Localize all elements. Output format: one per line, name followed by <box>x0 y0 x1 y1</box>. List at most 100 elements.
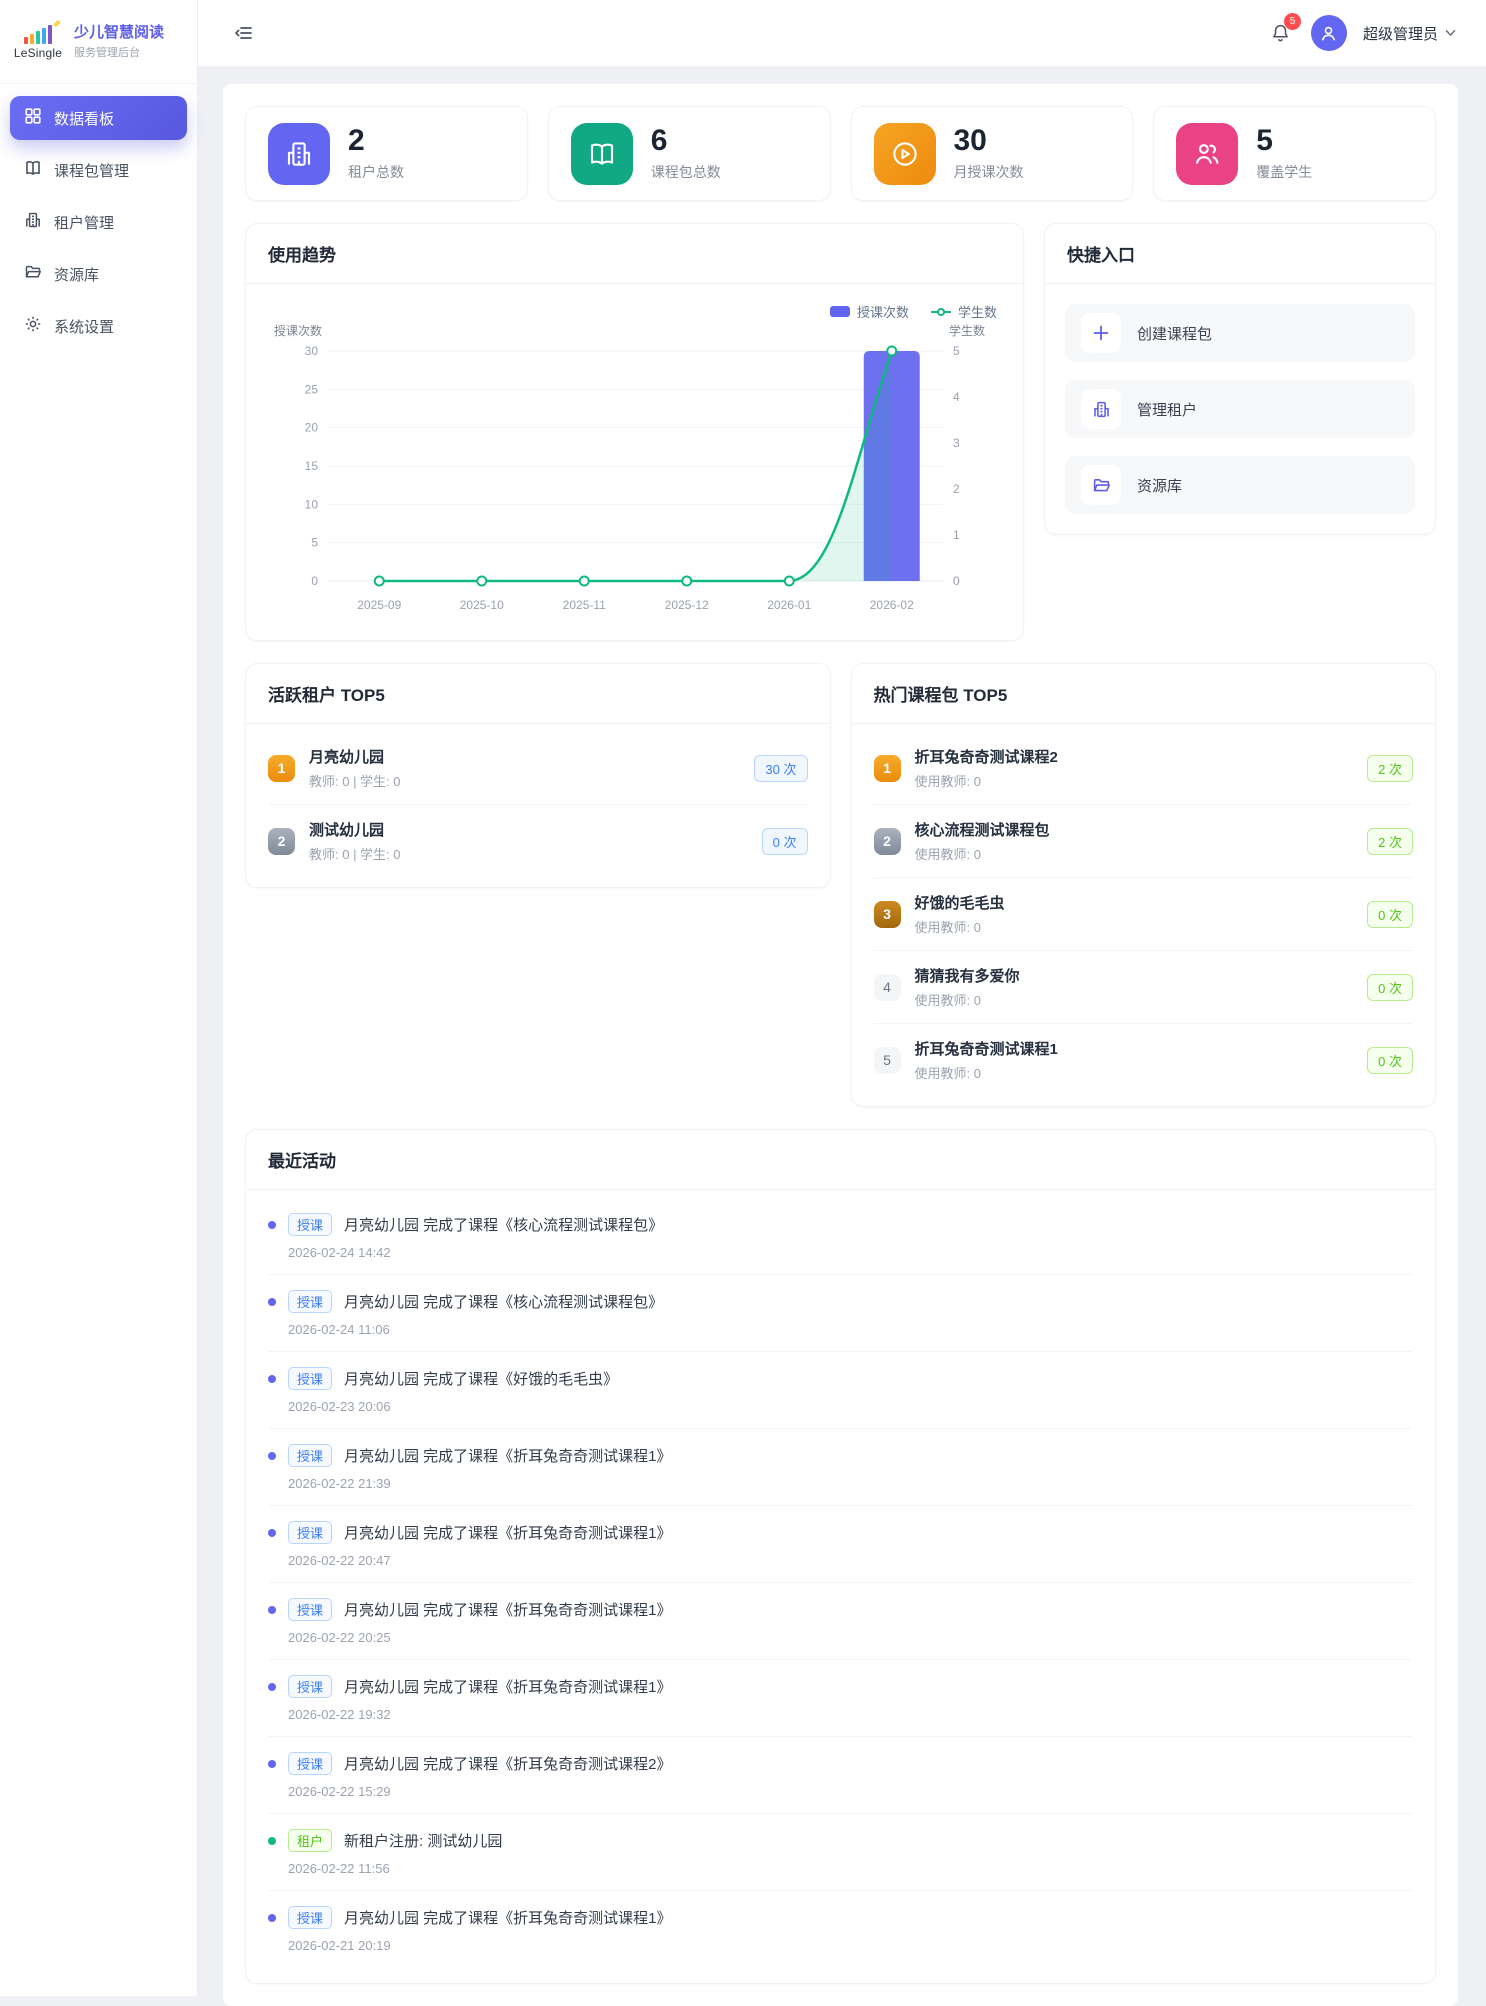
quick-entry-create-course[interactable]: 创建课程包 <box>1065 304 1415 362</box>
brand: LeSingle 少儿智慧阅读 服务管理后台 <box>0 0 197 84</box>
activity-text: 月亮幼儿园 完成了课程《核心流程测试课程包》 <box>344 1291 663 1312</box>
sidebar-item-dashboard[interactable]: 数据看板 <box>10 96 187 140</box>
play-circle-icon <box>874 123 936 185</box>
brand-title: 少儿智慧阅读 <box>74 23 164 43</box>
legend-label: 学生数 <box>958 302 997 321</box>
hot-courses-card: 热门课程包 TOP5 1 折耳兔奇奇测试课程2 使用教师: 0 2 次 2 核心… <box>851 663 1437 1107</box>
users-icon <box>1176 123 1238 185</box>
sidebar-item-settings[interactable]: 系统设置 <box>10 304 187 348</box>
stat-label: 覆盖学生 <box>1256 162 1312 182</box>
activity-text: 月亮幼儿园 完成了课程《好饿的毛毛虫》 <box>344 1368 618 1389</box>
logo-bars-icon <box>24 24 52 44</box>
quick-entry-manage-tenants[interactable]: 管理租户 <box>1065 380 1415 438</box>
card-title: 活跃租户 TOP5 <box>268 686 385 705</box>
recent-activity-card: 最近活动 授课 月亮幼儿园 完成了课程《核心流程测试课程包》 2026-02-2… <box>245 1129 1436 1984</box>
activity-dot-icon <box>268 1606 276 1614</box>
activity-type-tag: 授课 <box>288 1906 332 1929</box>
activity-type-tag: 授课 <box>288 1752 332 1775</box>
svg-text:20: 20 <box>305 421 319 435</box>
menu-fold-button[interactable] <box>228 17 260 49</box>
user-menu[interactable]: 超级管理员 <box>1363 23 1456 44</box>
svg-text:0: 0 <box>311 574 318 588</box>
chevron-down-icon <box>1445 29 1456 37</box>
brand-subtitle: 服务管理后台 <box>74 44 164 60</box>
brand-logo-icon: LeSingle <box>12 24 64 60</box>
activity-time: 2026-02-24 11:06 <box>288 1322 1413 1337</box>
rank-badge: 2 <box>874 828 901 855</box>
list-item: 1 月亮幼儿园 教师: 0 | 学生: 0 30 次 <box>268 732 808 805</box>
item-sub: 使用教师: 0 <box>915 917 1354 936</box>
activity-item: 租户 新租户注册: 测试幼儿园 2026-02-22 11:56 <box>268 1814 1413 1891</box>
item-sub: 使用教师: 0 <box>915 844 1354 863</box>
svg-text:4: 4 <box>953 390 960 404</box>
quick-entry-resources[interactable]: 资源库 <box>1065 456 1415 514</box>
svg-text:5: 5 <box>953 344 960 358</box>
svg-text:30: 30 <box>305 344 319 358</box>
svg-text:2026-02: 2026-02 <box>870 598 914 612</box>
list-item: 5 折耳兔奇奇测试课程1 使用教师: 0 0 次 <box>874 1024 1414 1096</box>
card-title: 快捷入口 <box>1067 246 1135 265</box>
activity-type-tag: 授课 <box>288 1290 332 1313</box>
item-name: 测试幼儿园 <box>309 819 748 840</box>
item-sub: 使用教师: 0 <box>915 1063 1354 1082</box>
legend-item[interactable]: 学生数 <box>931 302 997 321</box>
item-sub: 教师: 0 | 学生: 0 <box>309 771 740 790</box>
activity-type-tag: 授课 <box>288 1675 332 1698</box>
card-title: 使用趋势 <box>268 246 336 265</box>
activity-dot-icon <box>268 1529 276 1537</box>
count-badge: 0 次 <box>1367 901 1413 928</box>
main-area: 2 租户总数 6 课程包总数 <box>198 66 1486 1996</box>
plus-icon <box>1081 313 1121 353</box>
sidebar-item-course-packages[interactable]: 课程包管理 <box>10 148 187 192</box>
activity-list: 授课 月亮幼儿园 完成了课程《核心流程测试课程包》 2026-02-24 14:… <box>246 1190 1435 1983</box>
chart-legend: 授课次数 学生数 <box>266 290 1003 321</box>
notification-bell-icon[interactable]: 5 <box>1267 19 1295 47</box>
card-header: 最近活动 <box>246 1130 1435 1190</box>
card-header: 使用趋势 <box>246 224 1023 284</box>
activity-item: 授课 月亮幼儿园 完成了课程《折耳兔奇奇测试课程1》 2026-02-22 20… <box>268 1583 1413 1660</box>
stat-label: 租户总数 <box>348 162 404 182</box>
activity-text: 月亮幼儿园 完成了课程《折耳兔奇奇测试课程1》 <box>344 1907 672 1928</box>
item-sub: 使用教师: 0 <box>915 990 1354 1009</box>
svg-text:5: 5 <box>311 536 318 550</box>
list-item: 4 猜猜我有多爱你 使用教师: 0 0 次 <box>874 951 1414 1024</box>
svg-text:2025-09: 2025-09 <box>357 598 401 612</box>
sidebar-item-label: 资源库 <box>54 264 99 285</box>
rank-badge: 2 <box>268 828 295 855</box>
activity-time: 2026-02-22 20:25 <box>288 1630 1413 1645</box>
activity-time: 2026-02-22 19:32 <box>288 1707 1413 1722</box>
count-badge: 2 次 <box>1367 828 1413 855</box>
dashboard-icon <box>24 107 42 129</box>
stat-card-monthly-lessons: 30 月授课次数 <box>851 106 1134 201</box>
list-item: 2 核心流程测试课程包 使用教师: 0 2 次 <box>874 805 1414 878</box>
activity-text: 月亮幼儿园 完成了课程《核心流程测试课程包》 <box>344 1214 663 1235</box>
svg-text:25: 25 <box>305 382 319 396</box>
activity-item: 授课 月亮幼儿园 完成了课程《核心流程测试课程包》 2026-02-24 14:… <box>268 1198 1413 1275</box>
count-badge: 0 次 <box>1367 974 1413 1001</box>
activity-dot-icon <box>268 1760 276 1768</box>
activity-type-tag: 授课 <box>288 1367 332 1390</box>
stat-value: 5 <box>1256 125 1312 157</box>
sidebar-item-tenants[interactable]: 租户管理 <box>10 200 187 244</box>
sidebar-item-resources[interactable]: 资源库 <box>10 252 187 296</box>
svg-text:10: 10 <box>305 497 319 511</box>
avatar[interactable] <box>1311 15 1347 51</box>
logo-spark-icon <box>53 19 61 27</box>
item-name: 核心流程测试课程包 <box>915 819 1354 840</box>
legend-item[interactable]: 授课次数 <box>830 302 909 321</box>
book-icon <box>24 159 42 181</box>
activity-item: 授课 月亮幼儿园 完成了课程《折耳兔奇奇测试课程1》 2026-02-22 20… <box>268 1506 1413 1583</box>
quick-entry-label: 资源库 <box>1137 475 1182 496</box>
activity-text: 月亮幼儿园 完成了课程《折耳兔奇奇测试课程2》 <box>344 1753 672 1774</box>
activity-item: 授课 月亮幼儿园 完成了课程《核心流程测试课程包》 2026-02-24 11:… <box>268 1275 1413 1352</box>
quick-entry-label: 创建课程包 <box>1137 323 1212 344</box>
stat-cards-row: 2 租户总数 6 课程包总数 <box>245 106 1436 201</box>
activity-time: 2026-02-22 20:47 <box>288 1553 1413 1568</box>
user-name-label: 超级管理员 <box>1363 23 1438 44</box>
content-container: 2 租户总数 6 课程包总数 <box>223 84 1458 2006</box>
activity-dot-icon <box>268 1914 276 1922</box>
active-tenants-card: 活跃租户 TOP5 1 月亮幼儿园 教师: 0 | 学生: 0 30 次 2 测… <box>245 663 831 888</box>
activity-time: 2026-02-22 21:39 <box>288 1476 1413 1491</box>
activity-dot-icon <box>268 1683 276 1691</box>
